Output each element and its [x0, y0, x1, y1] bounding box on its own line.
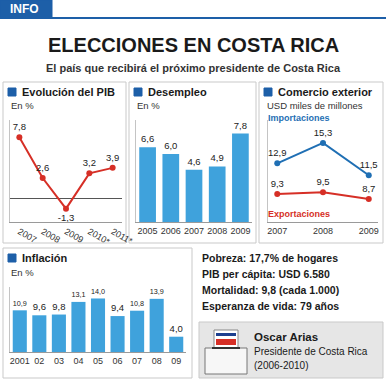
svg-text:Importaciones: Importaciones	[268, 113, 330, 123]
svg-text:3,2: 3,2	[83, 157, 96, 168]
svg-text:2011*: 2011*	[109, 226, 134, 246]
svg-text:13,1: 13,1	[71, 290, 85, 299]
svg-text:Inflación: Inflación	[22, 252, 68, 264]
svg-text:USD miles de millones: USD miles de millones	[267, 100, 363, 111]
svg-text:12,9: 12,9	[268, 147, 287, 158]
svg-text:7,8: 7,8	[13, 121, 26, 132]
svg-text:2001: 2001	[10, 356, 30, 366]
svg-text:Comercio exterior: Comercio exterior	[278, 86, 373, 98]
svg-text:2008: 2008	[313, 226, 333, 236]
svg-text:9,5: 9,5	[316, 176, 329, 187]
svg-text:9,6: 9,6	[33, 301, 46, 312]
svg-text:2007: 2007	[267, 226, 287, 236]
svg-text:En %: En %	[11, 100, 34, 111]
svg-text:Esperanza de vida: 79 años: Esperanza de vida: 79 años	[202, 300, 339, 312]
svg-text:7,8: 7,8	[234, 120, 247, 131]
svg-text:11,5: 11,5	[360, 159, 378, 170]
svg-text:10,8: 10,8	[130, 299, 144, 308]
svg-text:15,3: 15,3	[314, 127, 333, 138]
svg-text:PIB per cápita: USD 6.580: PIB per cápita: USD 6.580	[202, 268, 330, 280]
svg-text:Presidente de Costa Rica: Presidente de Costa Rica	[254, 346, 368, 357]
svg-text:2008: 2008	[39, 226, 61, 245]
svg-text:ELECCIONES EN COSTA RICA: ELECCIONES EN COSTA RICA	[48, 34, 339, 56]
svg-text:2005: 2005	[138, 226, 158, 236]
svg-text:06: 06	[113, 356, 123, 366]
svg-text:INFO: INFO	[10, 2, 39, 16]
svg-text:13,9: 13,9	[150, 287, 164, 296]
svg-text:Exportaciones: Exportaciones	[268, 209, 330, 219]
svg-text:07: 07	[132, 356, 142, 366]
svg-text:2009: 2009	[359, 226, 379, 236]
svg-text:4,0: 4,0	[170, 323, 183, 334]
svg-text:03: 03	[54, 356, 64, 366]
svg-text:2008: 2008	[207, 226, 227, 236]
svg-text:Evolución del PIB: Evolución del PIB	[22, 86, 115, 98]
svg-text:6,6: 6,6	[141, 133, 154, 144]
svg-text:10,9: 10,9	[13, 299, 27, 308]
svg-text:En %: En %	[11, 267, 34, 278]
svg-text:Desempleo: Desempleo	[148, 86, 207, 98]
svg-text:02: 02	[34, 356, 44, 366]
svg-text:2009: 2009	[63, 226, 85, 245]
svg-text:3,9: 3,9	[106, 152, 119, 163]
svg-text:6,0: 6,0	[164, 140, 177, 151]
svg-text:14,0: 14,0	[91, 287, 105, 296]
svg-text:Pobreza: 17,7% de hogares: Pobreza: 17,7% de hogares	[202, 252, 338, 264]
svg-text:8,7: 8,7	[362, 183, 375, 194]
svg-text:2009: 2009	[230, 226, 250, 236]
svg-text:9,4: 9,4	[111, 302, 124, 313]
svg-text:9,3: 9,3	[271, 178, 284, 189]
svg-text:Mortalidad: 9,8 (cada 1.000): Mortalidad: 9,8 (cada 1.000)	[202, 284, 339, 296]
svg-text:2006: 2006	[161, 226, 181, 236]
svg-text:2007: 2007	[16, 226, 38, 245]
svg-text:(2006-2010): (2006-2010)	[254, 360, 308, 371]
svg-text:9,8: 9,8	[52, 301, 65, 312]
svg-text:4,9: 4,9	[211, 152, 224, 163]
svg-text:04: 04	[73, 356, 83, 366]
svg-text:El país que recibirá el próxim: El país que recibirá el próximo presiden…	[46, 62, 341, 74]
svg-text:En %: En %	[137, 100, 160, 111]
svg-text:2007: 2007	[184, 226, 204, 236]
svg-text:2010*: 2010*	[86, 226, 112, 247]
svg-text:Oscar Arias: Oscar Arias	[254, 331, 318, 343]
svg-text:2,6: 2,6	[36, 162, 49, 173]
svg-text:-1,3: -1,3	[58, 212, 74, 223]
svg-text:09: 09	[171, 356, 181, 366]
svg-text:05: 05	[93, 356, 103, 366]
svg-text:4,6: 4,6	[187, 156, 200, 167]
svg-text:08: 08	[152, 356, 162, 366]
